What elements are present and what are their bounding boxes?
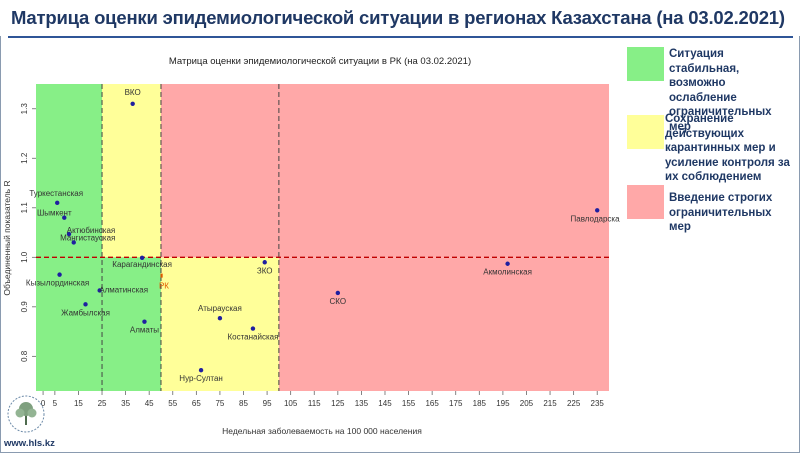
chart-title: Матрица оценки эпидемиологической ситуац… xyxy=(169,56,471,67)
data-point-label-8: Алматинская xyxy=(99,285,148,294)
tree-logo-icon xyxy=(6,394,46,434)
scatter-chart: Матрица оценки эпидемиологической ситуац… xyxy=(2,56,620,436)
country-marker-label: РК xyxy=(159,282,169,291)
data-point-14 xyxy=(335,290,341,296)
x-tick-label-19: 185 xyxy=(473,399,487,408)
data-point-label-14: СКО xyxy=(330,297,347,306)
x-tick-label-18: 175 xyxy=(449,399,463,408)
data-point-7 xyxy=(57,272,62,277)
x-tick-label-16: 155 xyxy=(402,399,416,408)
data-point-11 xyxy=(217,316,223,321)
data-point-label-3: Актюбинская xyxy=(67,226,116,235)
data-point-label-2: Шымкент xyxy=(37,209,72,218)
data-point-label-7: Кызылординская xyxy=(26,279,89,288)
zone-1 xyxy=(102,84,161,258)
page-title: Матрица оценки эпидемиологической ситуац… xyxy=(11,7,785,28)
x-tick-label-0: 0 xyxy=(41,399,46,408)
data-point-4 xyxy=(71,240,76,245)
x-tick-label-24: 235 xyxy=(591,399,605,408)
y-tick-label-5: 1.3 xyxy=(20,103,29,115)
legend-swatch-red xyxy=(627,185,664,219)
data-point-3 xyxy=(66,231,72,237)
x-tick-label-22: 215 xyxy=(543,399,557,408)
x-axis-label: Недельная заболеваемость на 100 000 насе… xyxy=(222,426,422,436)
y-tick-label-2: 1.0 xyxy=(20,251,29,263)
y-tick-label-3: 1.1 xyxy=(20,202,29,214)
data-point-5 xyxy=(139,255,145,261)
x-tick-label-23: 225 xyxy=(567,399,581,408)
data-point-16 xyxy=(595,208,600,213)
zone-3 xyxy=(160,84,609,258)
data-point-label-16: Павлодарская xyxy=(571,214,620,223)
zone-4 xyxy=(278,257,609,391)
data-point-15 xyxy=(505,261,510,266)
data-point-label-4: Мангистауская xyxy=(60,233,115,242)
y-tick-label-0: 0.8 xyxy=(20,350,29,362)
x-tick-label-17: 165 xyxy=(425,399,439,408)
legend-swatch-green xyxy=(627,47,664,81)
x-tick-label-1: 5 xyxy=(53,399,58,408)
country-marker xyxy=(160,273,163,278)
legend-swatch-yellow xyxy=(627,115,664,149)
x-tick-label-10: 95 xyxy=(263,399,272,408)
data-point-label-11: Атырауская xyxy=(198,304,242,313)
data-point-1 xyxy=(55,200,60,206)
data-point-13 xyxy=(198,368,204,373)
data-point-label-10: Алматы xyxy=(130,326,159,335)
data-point-label-12: Костанайская xyxy=(227,333,278,342)
legend-text-green: Ситуация стабильная, возможно ослабление… xyxy=(669,48,772,133)
x-tick-label-15: 145 xyxy=(378,399,392,408)
header: Матрица оценки эпидемиологической ситуац… xyxy=(0,0,800,36)
data-point-label-0: ВКО xyxy=(125,88,141,97)
x-tick-label-4: 35 xyxy=(121,399,130,408)
data-point-label-13: Нур-Султан xyxy=(179,374,223,383)
x-tick-label-3: 25 xyxy=(98,399,107,408)
x-tick-label-6: 55 xyxy=(168,399,177,408)
y-tick-label-1: 0.9 xyxy=(20,301,29,313)
data-point-label-9: Жамбылская xyxy=(61,308,110,317)
legend-text-yellow: Сохранение действующих карантинных мер и… xyxy=(665,113,790,183)
x-tick-label-21: 205 xyxy=(520,399,534,408)
x-tick-label-20: 195 xyxy=(496,399,510,408)
data-point-label-1: Туркестанская xyxy=(29,189,83,198)
x-tick-label-8: 75 xyxy=(215,399,224,408)
data-point-label-6: ЗКО xyxy=(257,266,273,275)
x-tick-label-2: 15 xyxy=(74,399,83,408)
x-tick-label-5: 45 xyxy=(145,399,154,408)
legend-text-red: Введение строгих ограничительных мер xyxy=(669,192,773,233)
data-point-6 xyxy=(262,260,267,265)
data-point-2 xyxy=(62,215,67,220)
header-divider xyxy=(8,36,793,38)
x-tick-label-13: 125 xyxy=(331,399,345,408)
data-point-9 xyxy=(83,302,88,307)
data-point-12 xyxy=(250,326,256,331)
x-tick-label-11: 105 xyxy=(284,399,298,408)
zone-2 xyxy=(160,257,279,391)
x-tick-label-7: 65 xyxy=(192,399,201,408)
website-link[interactable]: www.hls.kz xyxy=(4,438,55,449)
data-point-8 xyxy=(97,288,102,293)
x-tick-label-14: 135 xyxy=(355,399,369,408)
data-point-label-15: Акмолинская xyxy=(483,268,532,277)
data-point-10 xyxy=(142,319,147,324)
y-tick-label-4: 1.2 xyxy=(20,152,29,164)
x-tick-label-9: 85 xyxy=(239,399,248,408)
x-tick-label-12: 115 xyxy=(308,399,321,408)
data-point-0 xyxy=(130,101,135,107)
y-axis-label: Объединенный показатель R xyxy=(2,180,12,295)
data-point-label-5: Карагандинская xyxy=(112,260,172,269)
